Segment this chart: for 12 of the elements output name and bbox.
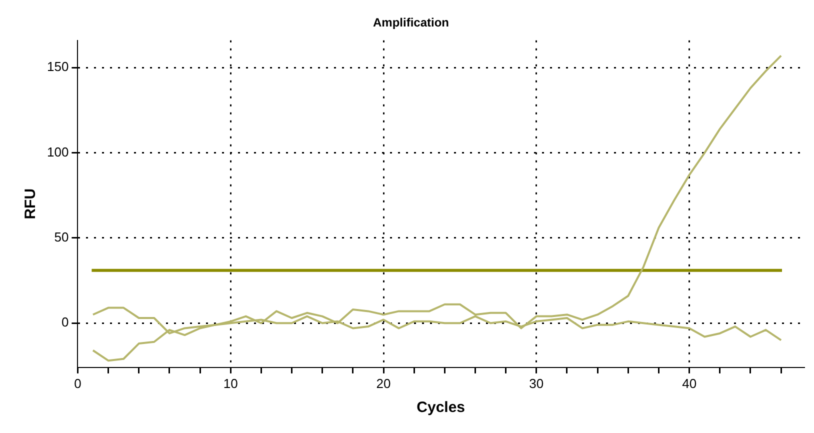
y-tick-label: 0 [61,314,69,330]
x-tick-label: 0 [74,376,82,391]
y-tick-label: 50 [54,230,69,245]
chart-title: Amplification [372,16,450,30]
y-axis-title: RFU [22,188,40,220]
x-tick-label: 20 [376,376,391,391]
y-tick-label: 100 [46,144,69,160]
x-tick-label: 40 [682,376,697,391]
y-tick-label: 150 [46,59,69,74]
x-tick-label: 10 [223,376,238,391]
x-axis-title: Cycles [416,399,466,416]
x-tick-label: 30 [529,376,544,391]
